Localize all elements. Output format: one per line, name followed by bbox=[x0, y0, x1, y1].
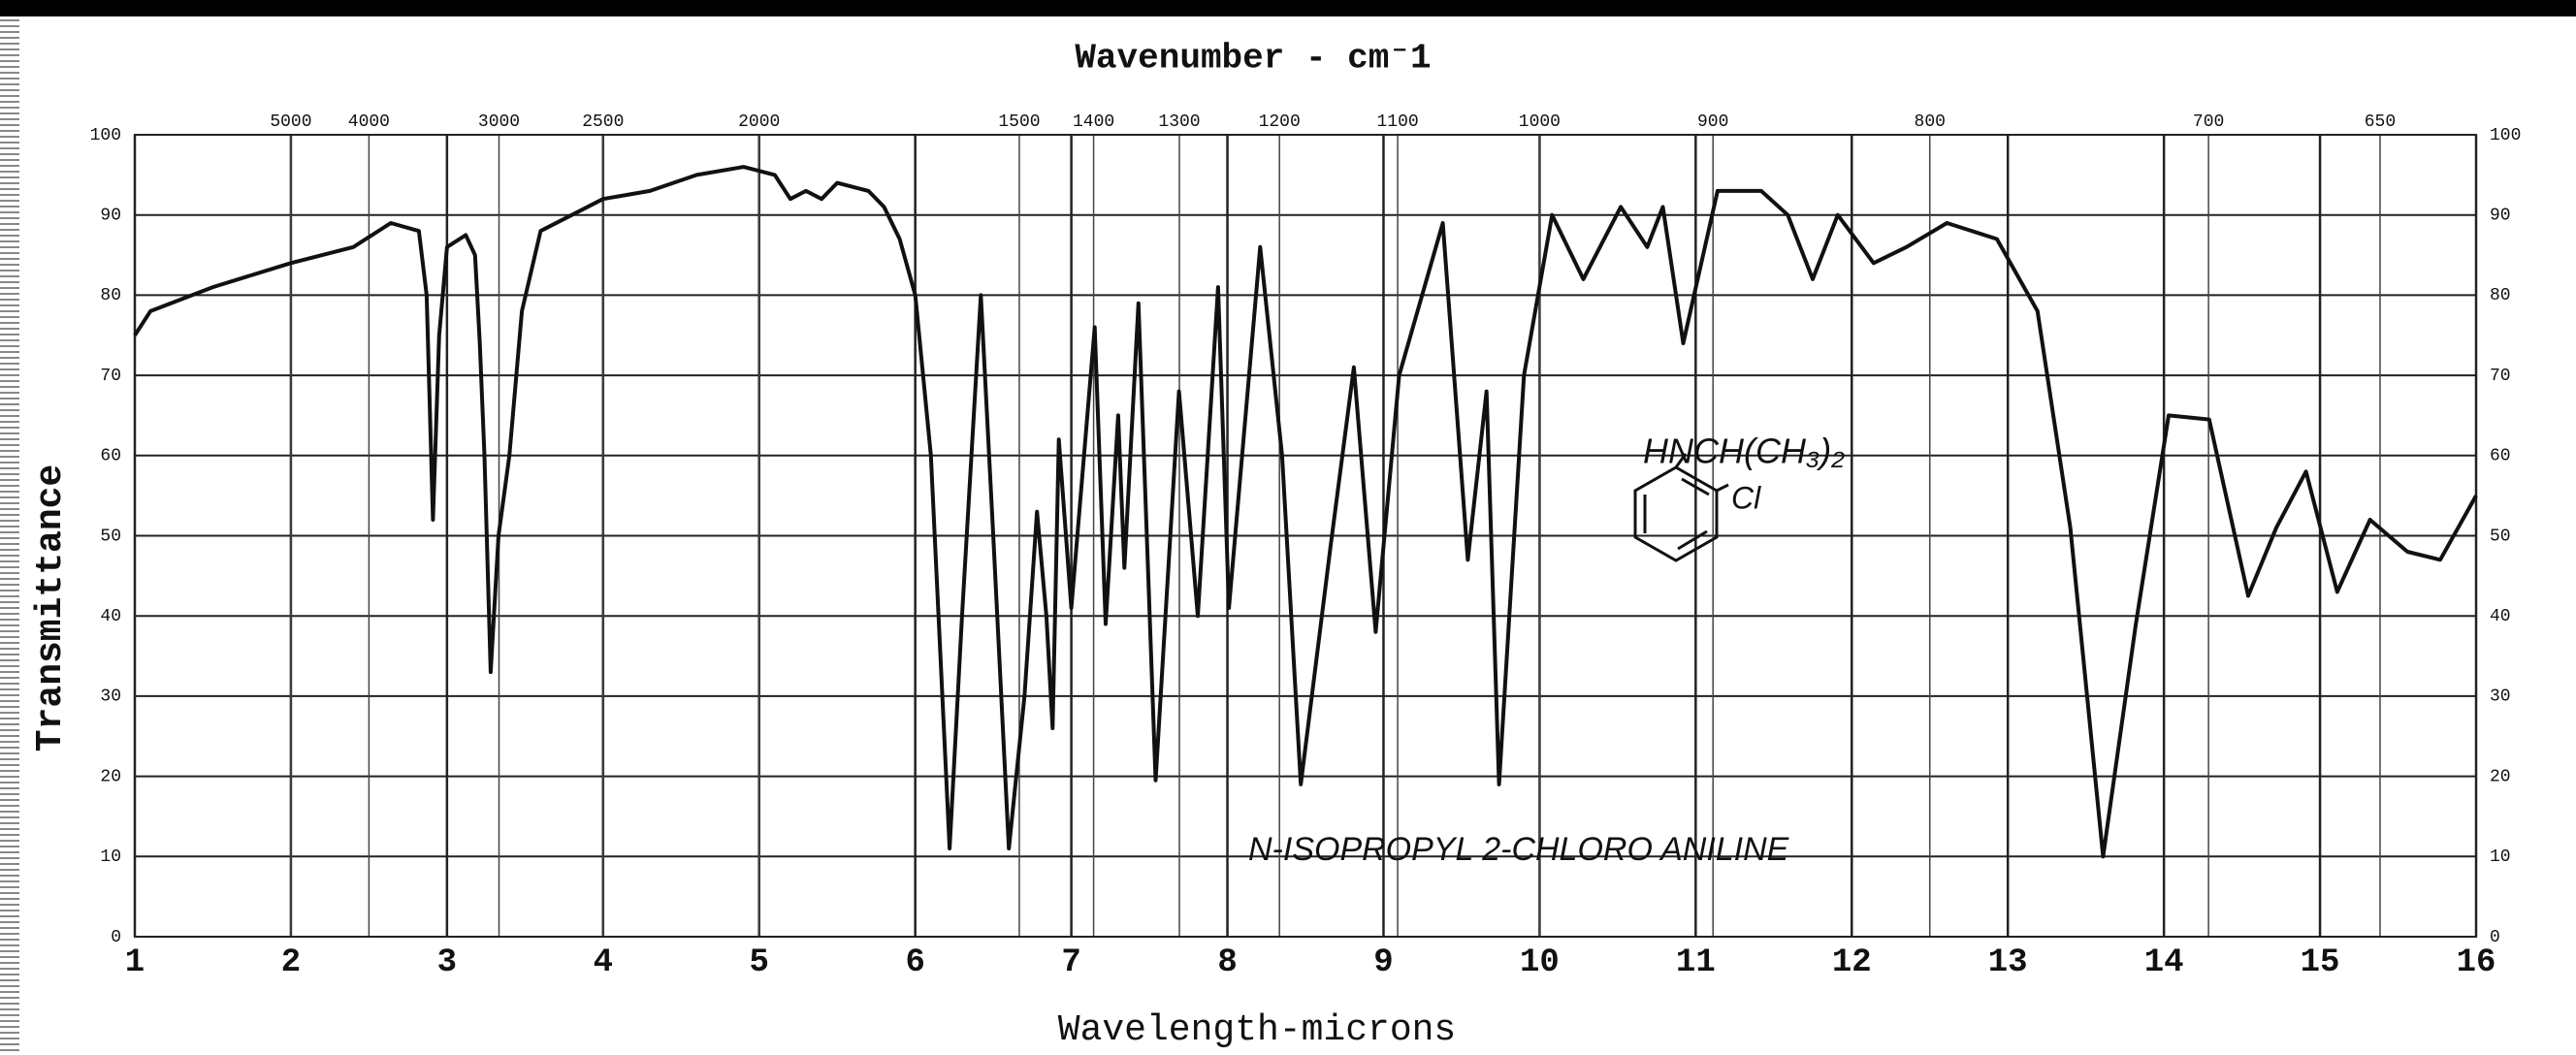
y-tick-label-right: 20 bbox=[2490, 767, 2511, 786]
y-tick-label-right: 90 bbox=[2490, 206, 2511, 225]
top-tick-label: 1300 bbox=[1158, 112, 1200, 132]
y-tick-label: 80 bbox=[100, 286, 121, 305]
x-tick-label: 10 bbox=[1520, 944, 1560, 981]
x-tick-label: 8 bbox=[1217, 944, 1237, 981]
y-tick-label-right: 80 bbox=[2490, 286, 2511, 305]
y-tick-label: 50 bbox=[100, 527, 121, 546]
y-tick-label-right: 0 bbox=[2490, 928, 2500, 947]
top-tick-label: 1100 bbox=[1376, 112, 1418, 132]
top-bar bbox=[0, 0, 2576, 16]
y-tick-label: 90 bbox=[100, 206, 121, 225]
top-tick-label: 2000 bbox=[738, 112, 780, 132]
top-tick-label: 1200 bbox=[1259, 112, 1301, 132]
x-tick-label: 12 bbox=[1832, 944, 1872, 981]
edge-strip bbox=[0, 16, 19, 1055]
compound-name: N-ISOPROPYL 2-CHLORO ANILINE bbox=[1248, 831, 1789, 868]
y-tick-label: 100 bbox=[90, 126, 121, 145]
top-tick-label: 1000 bbox=[1519, 112, 1561, 132]
x-tick-label: 13 bbox=[1988, 944, 2028, 981]
x-tick-label: 16 bbox=[2457, 944, 2496, 981]
x-tick-label: 1 bbox=[125, 944, 145, 981]
spectrum-line bbox=[133, 165, 2478, 859]
y-tick-label-right: 40 bbox=[2490, 607, 2511, 626]
top-tick-label: 700 bbox=[2193, 112, 2224, 132]
x-tick-label: 7 bbox=[1061, 944, 1080, 981]
top-tick-label: 1400 bbox=[1073, 112, 1114, 132]
x-axis-label: Wavelength-microns bbox=[1058, 1009, 1456, 1051]
top-tick-label: 3000 bbox=[478, 112, 520, 132]
y-tick-label: 20 bbox=[100, 767, 121, 786]
y-axis-label: Transmittance bbox=[30, 464, 72, 751]
structure-chloro: Cl bbox=[1731, 480, 1761, 515]
y-tick-label: 10 bbox=[100, 847, 121, 867]
plot-frame bbox=[134, 134, 2477, 938]
x-tick-label: 3 bbox=[437, 944, 457, 981]
top-tick-label: 650 bbox=[2365, 112, 2396, 132]
top-tick-label: 5000 bbox=[270, 112, 311, 132]
x-tick-label: 2 bbox=[281, 944, 301, 981]
plot-area: 0 0 10 10 20 20 30 30 40 40 50 50 60 60 70 70 80 80 90 90 10… bbox=[90, 112, 2522, 981]
benzene-ring bbox=[1633, 453, 1729, 562]
top-tick-label: 4000 bbox=[348, 112, 390, 132]
y-tick-label-right: 30 bbox=[2490, 687, 2511, 707]
y-tick-label-right: 10 bbox=[2490, 847, 2511, 867]
y-tick-label: 0 bbox=[111, 928, 121, 947]
y-tick-label-right: 50 bbox=[2490, 527, 2511, 546]
y-tick-label-right: 70 bbox=[2490, 367, 2511, 386]
x-tick-label: 11 bbox=[1676, 944, 1716, 981]
top-tick-label: 900 bbox=[1697, 112, 1728, 132]
y-tick-label: 70 bbox=[100, 367, 121, 386]
y-tick-label: 60 bbox=[100, 447, 121, 466]
x-tick-label: 15 bbox=[2301, 944, 2340, 981]
top-tick-label: 1500 bbox=[998, 112, 1040, 132]
top-tick-label: 800 bbox=[1915, 112, 1946, 132]
y-tick-label: 40 bbox=[100, 607, 121, 626]
x-tick-label: 6 bbox=[905, 944, 924, 981]
y-tick-label-right: 100 bbox=[2490, 126, 2521, 145]
chart-title: Wavenumber - cm⁻1 bbox=[1075, 39, 1431, 79]
x-tick-label: 4 bbox=[594, 944, 613, 981]
y-tick-label-right: 60 bbox=[2490, 447, 2511, 466]
x-tick-label: 5 bbox=[750, 944, 769, 981]
x-tick-label: 9 bbox=[1373, 944, 1393, 981]
structure-substituent: HNCH(CH₃)₂ bbox=[1643, 432, 1845, 471]
y-tick-label: 30 bbox=[100, 687, 121, 707]
top-tick-label: 2500 bbox=[582, 112, 624, 132]
x-tick-label: 14 bbox=[2144, 944, 2184, 981]
